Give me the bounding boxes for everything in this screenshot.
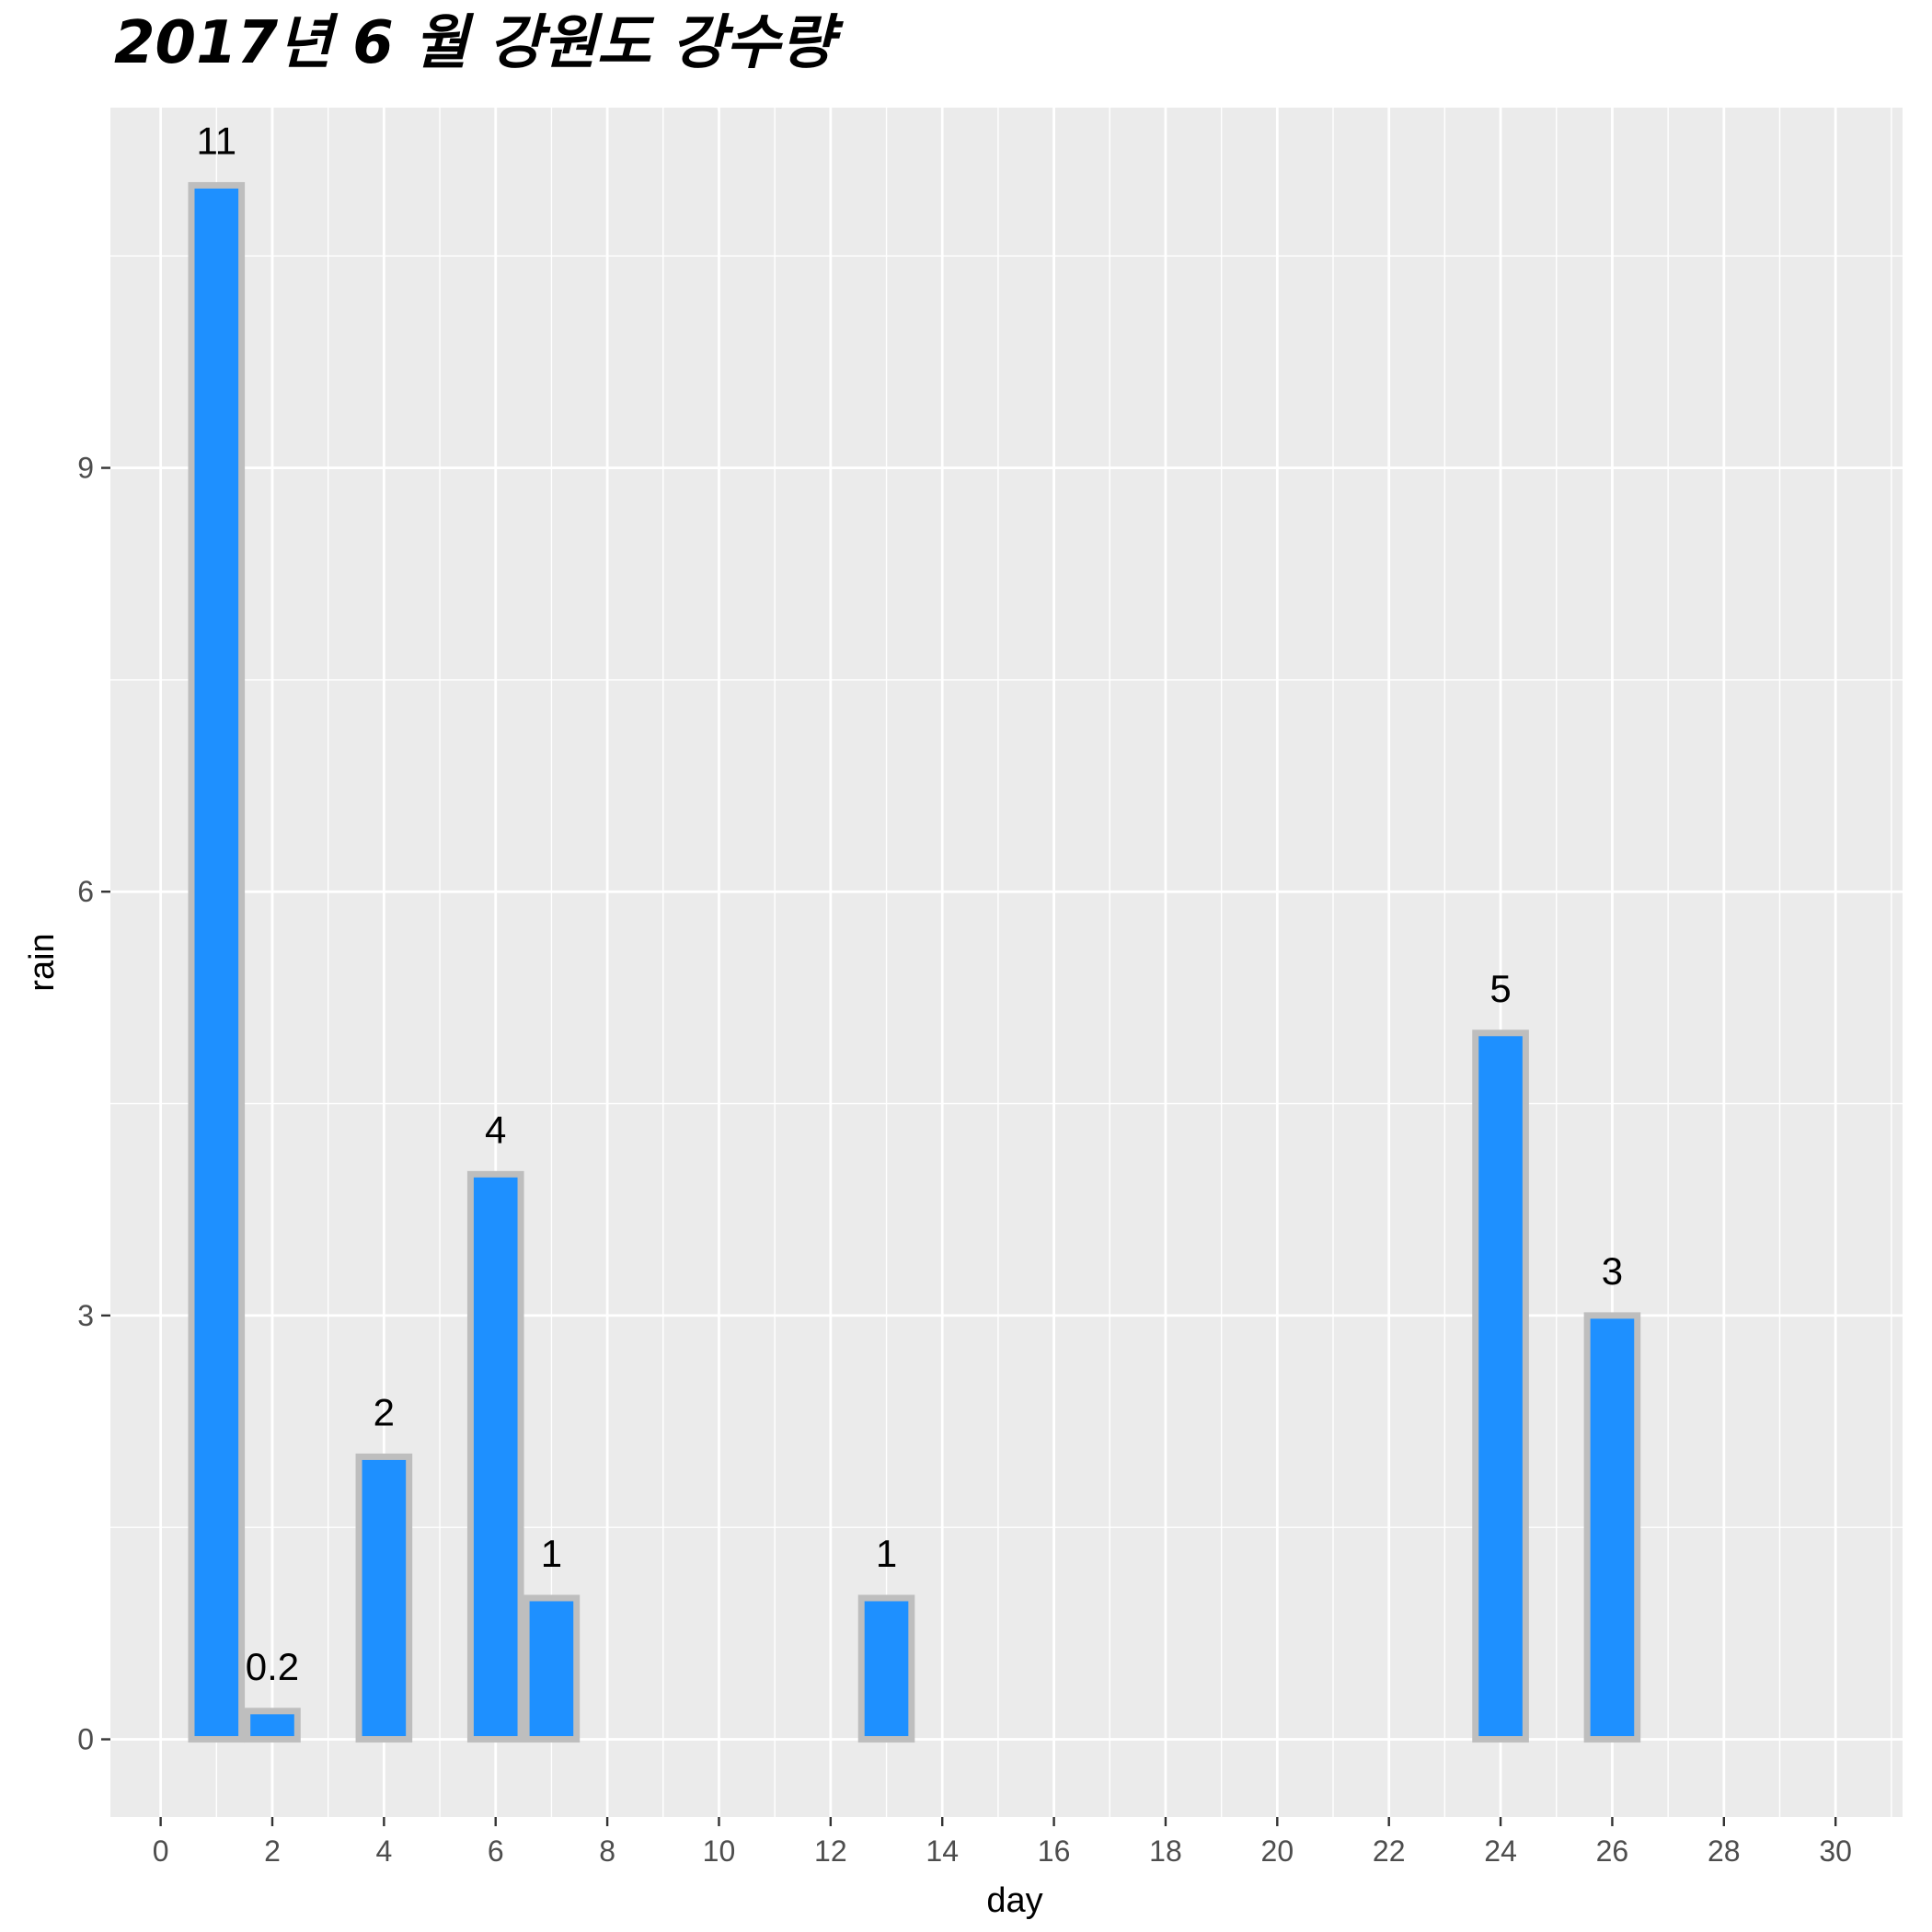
chart-title: 2017년 6 월 강원도 강수량 bbox=[114, 9, 844, 77]
grid-lines bbox=[110, 108, 1903, 1817]
x-tick-label: 22 bbox=[1373, 1834, 1406, 1868]
bar bbox=[1472, 1029, 1529, 1743]
bar bbox=[355, 1453, 413, 1743]
bar bbox=[857, 1594, 915, 1743]
y-tick-label: 0 bbox=[77, 1723, 94, 1756]
bar bbox=[244, 1708, 301, 1743]
bar bbox=[523, 1594, 581, 1743]
data-label: 11 bbox=[196, 119, 236, 162]
x-tick-label: 8 bbox=[599, 1834, 615, 1868]
data-label: 1 bbox=[541, 1532, 562, 1575]
data-label: 1 bbox=[876, 1532, 897, 1575]
x-tick-label: 24 bbox=[1484, 1834, 1517, 1868]
x-tick-label: 4 bbox=[375, 1834, 392, 1868]
data-label: 4 bbox=[485, 1108, 506, 1151]
x-tick-label: 14 bbox=[926, 1834, 959, 1868]
x-tick-label: 20 bbox=[1261, 1834, 1294, 1868]
y-axis-title: rain bbox=[23, 933, 62, 991]
y-tick-label: 9 bbox=[77, 452, 94, 485]
bar bbox=[188, 181, 246, 1743]
bars bbox=[188, 181, 1641, 1743]
x-tick-label: 12 bbox=[814, 1834, 847, 1868]
bar bbox=[466, 1170, 524, 1743]
y-tick-label: 3 bbox=[77, 1299, 94, 1332]
x-axis-title: day bbox=[986, 1881, 1042, 1920]
x-tick-label: 18 bbox=[1149, 1834, 1182, 1868]
data-label: 2 bbox=[374, 1390, 395, 1433]
x-tick-label: 10 bbox=[703, 1834, 736, 1868]
x-tick-label: 28 bbox=[1708, 1834, 1741, 1868]
x-tick-label: 16 bbox=[1038, 1834, 1071, 1868]
x-tick-label: 6 bbox=[488, 1834, 504, 1868]
bar bbox=[1583, 1312, 1641, 1743]
data-label: 0.2 bbox=[246, 1645, 299, 1688]
x-tick-label: 26 bbox=[1596, 1834, 1629, 1868]
x-tick-label: 0 bbox=[153, 1834, 169, 1868]
data-label: 3 bbox=[1602, 1249, 1623, 1293]
x-tick-label: 30 bbox=[1819, 1834, 1852, 1868]
y-tick-label: 6 bbox=[77, 875, 94, 908]
data-label: 5 bbox=[1489, 967, 1511, 1010]
x-tick-label: 2 bbox=[264, 1834, 281, 1868]
